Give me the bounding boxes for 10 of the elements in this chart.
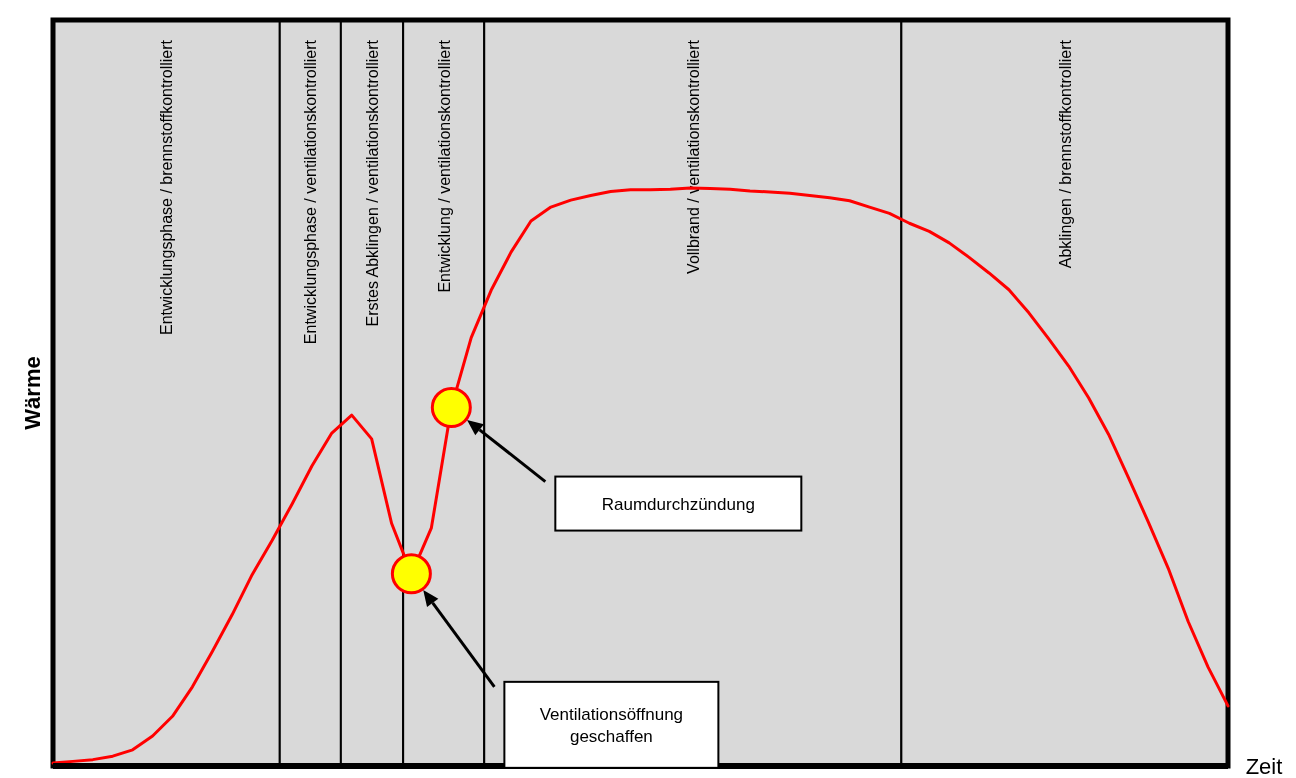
annotation: Erstes Abklingen / ventilationskontrolliert [364,39,382,327]
annotation: Raumdurchzündung [601,494,755,514]
annotation: Entwicklungsphase / brennstoffkontrolliert [158,39,176,335]
annotation: Ventilationsöffnung geschaffen [539,704,684,746]
annotation: Abklingen / brennstoffkontrolliert [1056,39,1074,269]
x-axis-title: Zeit [1245,754,1283,778]
y-axis-title: Wärme [20,356,45,430]
annotation: Vollbrand / ventilationskontrolliert [684,39,702,274]
annotation: Entwicklungsphase / ventilationskontrolliert [302,39,320,345]
annotation: Entwicklung / ventilationskontrolliert [435,39,453,293]
